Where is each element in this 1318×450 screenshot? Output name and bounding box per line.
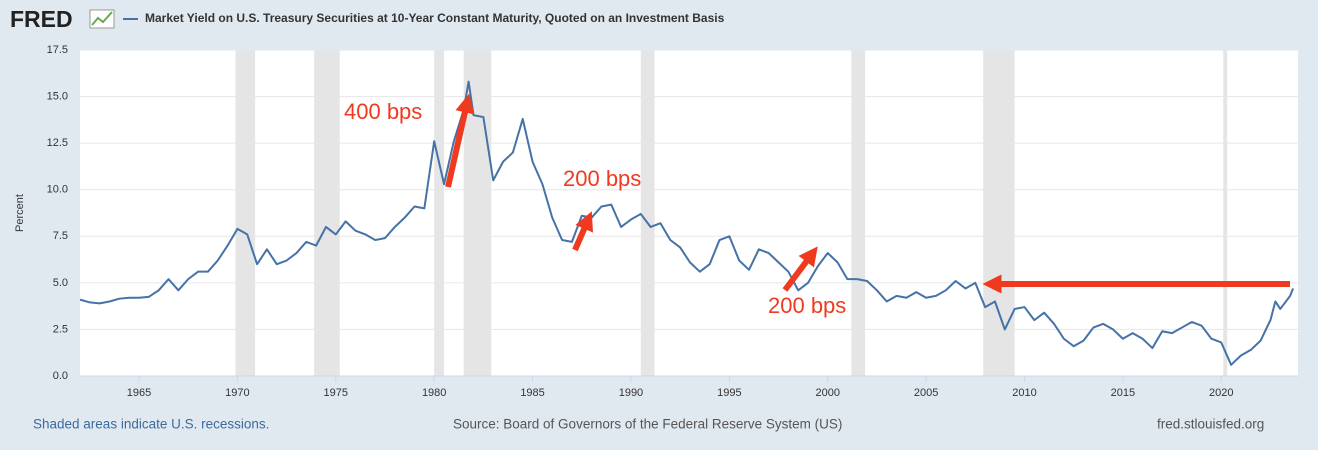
recession-band [983, 50, 1015, 376]
arrow [572, 211, 593, 252]
logo-icon-line [91, 11, 113, 26]
annotation: 200 bps [768, 293, 846, 318]
y-tick-label: 5.0 [53, 277, 68, 289]
arrow [782, 246, 818, 292]
annotation: 400 bps [344, 99, 422, 124]
y-tick-label: 17.5 [47, 44, 68, 56]
x-tick-label: 1970 [225, 387, 249, 399]
x-tick-label: 1995 [717, 387, 741, 399]
recession-band [434, 50, 445, 376]
legend-label: Market Yield on U.S. Treasury Securities… [145, 11, 725, 25]
y-tick-label: 15.0 [47, 90, 68, 102]
y-axis-label: Percent [14, 194, 26, 232]
x-tick-label: 2010 [1012, 387, 1036, 399]
y-tick-label: 2.5 [53, 323, 68, 335]
logo: FRED [10, 6, 73, 32]
y-tick-label: 7.5 [53, 230, 68, 242]
recession-band [851, 50, 866, 376]
arrow [445, 93, 475, 188]
recession-note[interactable]: Shaded areas indicate U.S. recessions. [33, 417, 269, 432]
x-tick-label: 1990 [619, 387, 643, 399]
recession-band [463, 50, 492, 376]
x-tick-label: 1965 [127, 387, 151, 399]
x-tick-label: 2020 [1209, 387, 1233, 399]
x-tick-label: 2015 [1111, 387, 1135, 399]
recession-band [640, 50, 655, 376]
y-tick-label: 0.0 [53, 370, 68, 382]
x-tick-label: 1980 [422, 387, 446, 399]
source: Source: Board of Governors of the Federa… [453, 417, 842, 432]
x-tick-label: 1975 [324, 387, 348, 399]
recession-band [314, 50, 340, 376]
recession-band [1223, 50, 1228, 376]
recession-band [235, 50, 256, 376]
y-tick-label: 12.5 [47, 137, 68, 149]
x-tick-label: 2000 [815, 387, 839, 399]
x-tick-label: 2005 [914, 387, 938, 399]
annotation: 200 bps [563, 166, 641, 191]
plot-area [80, 50, 1298, 376]
annotation-arrows [445, 93, 1290, 294]
logo-icon [89, 9, 115, 29]
x-tick-label: 1985 [520, 387, 544, 399]
series-line [79, 80, 1295, 366]
site-link[interactable]: fred.stlouisfed.org [1157, 417, 1264, 432]
y-tick-label: 10.0 [47, 184, 68, 196]
